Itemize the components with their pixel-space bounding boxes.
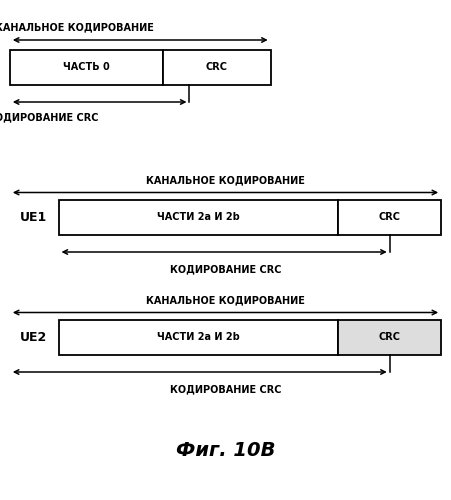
- Text: UE2: UE2: [20, 331, 47, 344]
- Bar: [59, 200, 338, 235]
- Text: CRC: CRC: [379, 212, 400, 222]
- Text: UE1: UE1: [20, 211, 47, 224]
- Bar: [338, 320, 441, 355]
- Text: КАНАЛЬНОЕ КОДИРОВАНИЕ: КАНАЛЬНОЕ КОДИРОВАНИЕ: [146, 295, 305, 305]
- Text: КОДИРОВАНИЕ CRC: КОДИРОВАНИЕ CRC: [0, 112, 99, 122]
- Bar: [163, 50, 271, 85]
- Bar: [59, 320, 338, 355]
- Text: ЧАСТИ 2а И 2b: ЧАСТИ 2а И 2b: [157, 212, 240, 222]
- Text: КАНАЛЬНОЕ КОДИРОВАНИЕ: КАНАЛЬНОЕ КОДИРОВАНИЕ: [146, 175, 305, 185]
- Text: CRC: CRC: [206, 62, 228, 72]
- Text: ЧАСТЬ 0: ЧАСТЬ 0: [63, 62, 110, 72]
- Text: КОДИРОВАНИЕ CRC: КОДИРОВАНИЕ CRC: [170, 264, 281, 274]
- Text: КОДИРОВАНИЕ CRC: КОДИРОВАНИЕ CRC: [170, 384, 281, 394]
- Text: CRC: CRC: [379, 332, 400, 342]
- Bar: [10, 50, 163, 85]
- Text: Фиг. 10В: Фиг. 10В: [176, 440, 275, 460]
- Text: ЧАСТИ 2а И 2b: ЧАСТИ 2а И 2b: [157, 332, 240, 342]
- Bar: [338, 200, 441, 235]
- Text: КАНАЛЬНОЕ КОДИРОВАНИЕ: КАНАЛЬНОЕ КОДИРОВАНИЕ: [0, 22, 154, 32]
